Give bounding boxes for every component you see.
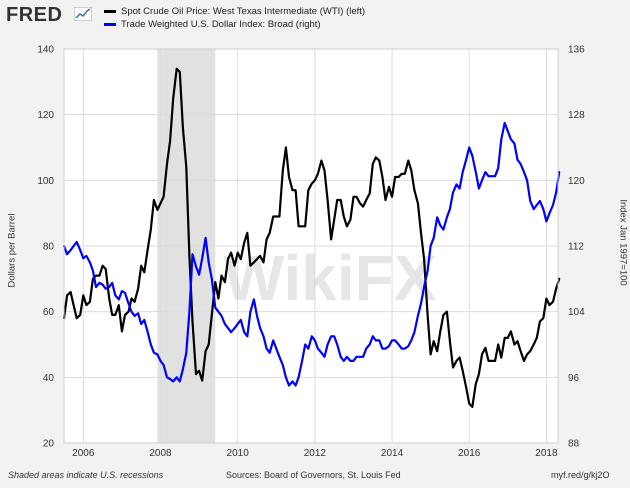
y-tick-label-right: 88 [568,439,580,450]
legend-swatch-wti [104,10,116,13]
x-tick-label: 2014 [381,448,404,459]
fred-logo: FRED [6,4,63,26]
watermark-text: WikiFX [224,242,437,314]
trend-line-icon [74,7,92,21]
legend-entry-wti: Spot Crude Oil Price: West Texas Interme… [104,5,365,18]
y-tick-label-right: 96 [568,373,580,384]
series-line-wti [62,67,561,408]
short-url-link[interactable]: myf.red/g/kj2O [551,470,610,480]
y-tick-label-left: 140 [37,45,54,56]
chart-legend: Spot Crude Oil Price: West Texas Interme… [104,5,365,31]
y-tick-label-right: 136 [568,45,585,56]
x-tick-label: 2008 [149,448,172,459]
x-tick-label: 2006 [72,448,95,459]
x-tick-label: 2018 [535,448,558,459]
sources-note: Sources: Board of Governors, St. Louis F… [226,470,401,480]
y-tick-label-left: 40 [43,373,55,384]
y-tick-label-left: 20 [43,439,55,450]
x-tick-label: 2016 [458,448,481,459]
y-tick-label-left: 100 [37,176,54,187]
legend-swatch-dollar-index [104,23,116,26]
legend-label-dollar-index: Trade Weighted U.S. Dollar Index: Broad … [121,19,321,30]
y-tick-label-right: 120 [568,176,585,187]
series-line-dollar-index [62,121,561,387]
y-tick-label-right: 104 [568,307,585,318]
y-tick-label-left: 80 [43,242,55,253]
x-tick-label: 2010 [227,448,250,459]
y-tick-label-left: 60 [43,307,55,318]
left-axis-label: Dollars per Barrel [6,213,18,288]
x-tick-label: 2012 [304,448,327,459]
legend-entry-dollar-index: Trade Weighted U.S. Dollar Index: Broad … [104,18,365,31]
legend-label-wti: Spot Crude Oil Price: West Texas Interme… [121,6,366,17]
y-tick-label-right: 112 [568,242,584,253]
recession-note: Shaded areas indicate U.S. recessions [8,470,164,480]
y-tick-label-left: 120 [37,110,54,121]
plot-border [63,48,559,444]
y-tick-label-right: 128 [568,110,585,121]
right-axis-label: Index Jan 1997=100 [617,199,629,286]
